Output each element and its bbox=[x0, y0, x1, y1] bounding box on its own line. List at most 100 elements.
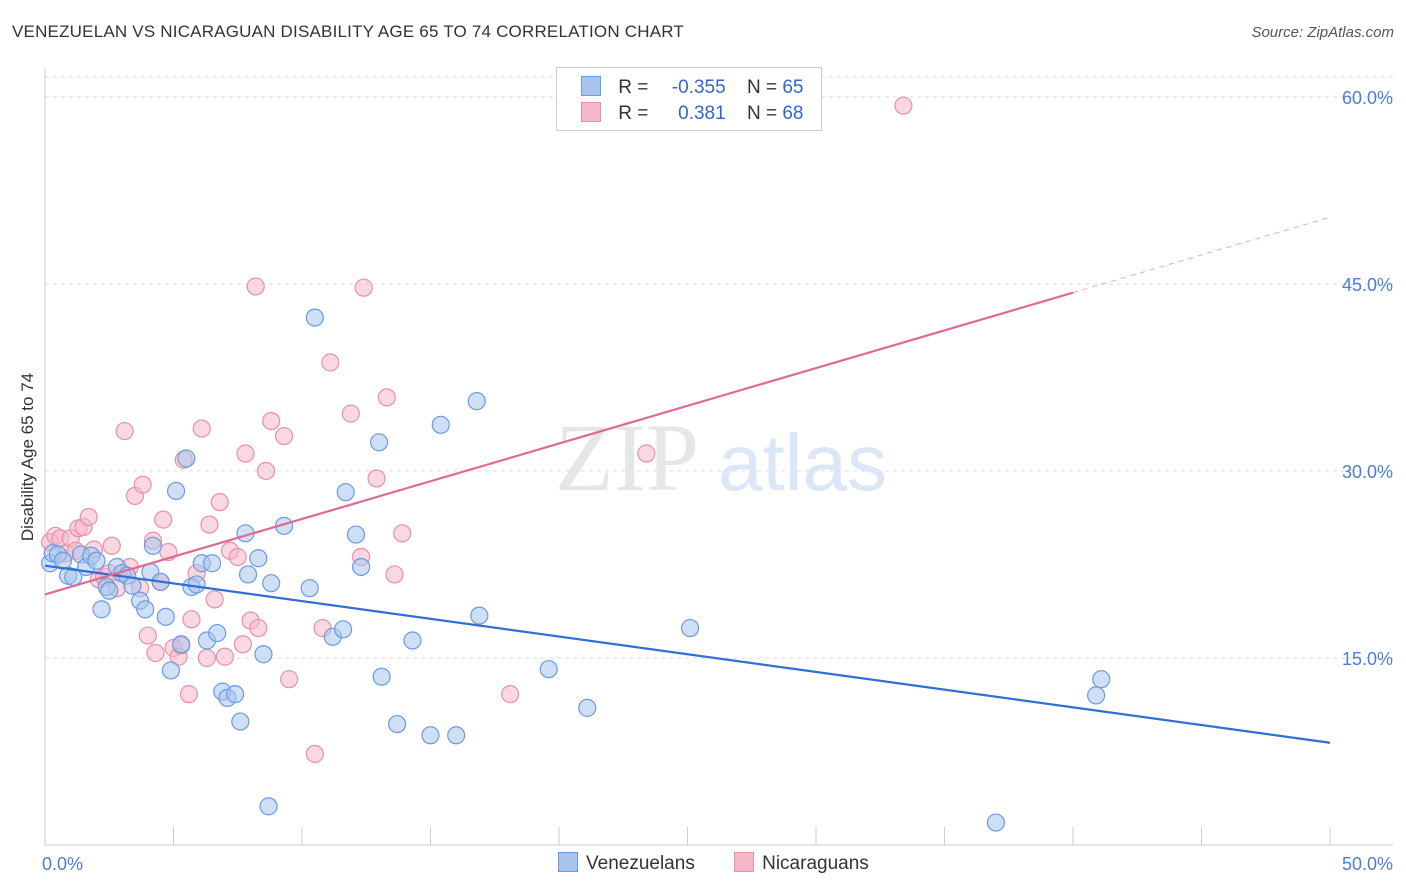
nicaraguan-point bbox=[179, 685, 199, 704]
venezuelan-point bbox=[87, 551, 106, 570]
nicaraguan-point bbox=[393, 524, 412, 543]
venezuelan-point bbox=[372, 667, 391, 686]
series-legend: Venezuelans Nicaraguans bbox=[558, 852, 903, 875]
nicaraguan-point bbox=[262, 411, 281, 431]
venezuelan-point bbox=[447, 726, 466, 745]
nicaraguan-point bbox=[205, 590, 224, 609]
nicaraguan-point bbox=[894, 96, 913, 115]
venezuelan-point bbox=[1087, 686, 1106, 705]
nicaraguan-point bbox=[501, 685, 520, 704]
venezuelan-point bbox=[172, 635, 191, 654]
nicaraguans-n-label: N = bbox=[746, 103, 778, 124]
venezuelan-points bbox=[41, 308, 1111, 832]
nicaraguan-point bbox=[385, 565, 404, 584]
nicaraguan-point bbox=[146, 643, 165, 663]
venezuelan-point bbox=[249, 549, 268, 568]
venezuelan-point bbox=[208, 623, 227, 643]
nicaraguan-point bbox=[637, 444, 656, 463]
venezuelan-point bbox=[336, 483, 355, 502]
venezuelan-point bbox=[231, 712, 250, 731]
stats-legend: R = -0.355 N = 65 R = 0.381 N = 68 bbox=[556, 67, 822, 131]
y-axis-label: Disability Age 65 to 74 bbox=[18, 373, 37, 541]
venezuelan-point bbox=[100, 581, 119, 600]
nicaraguan-point bbox=[233, 635, 252, 654]
nicaraguans-n-value: 68 bbox=[782, 103, 804, 124]
nicaraguan-point bbox=[305, 744, 324, 764]
source-label: Source: ZipAtlas.com bbox=[1251, 24, 1394, 41]
trend-line-nicaraguans bbox=[44, 291, 1074, 596]
legend-row-venezuelans: R = -0.355 N = 65 bbox=[581, 76, 803, 102]
nicaraguans-legend-label: Nicaraguans bbox=[762, 853, 869, 874]
nicaraguan-point bbox=[274, 426, 294, 446]
legend-row-nicaraguans: R = 0.381 N = 68 bbox=[581, 102, 803, 128]
nicaraguan-point bbox=[249, 618, 268, 638]
watermark-zip: ZIP bbox=[555, 404, 699, 511]
venezuelan-point bbox=[1092, 670, 1111, 689]
venezuelan-point bbox=[156, 607, 175, 626]
nicaraguan-point bbox=[102, 536, 121, 555]
venezuelans-n-value: 65 bbox=[782, 77, 804, 98]
watermark-atlas: atlas bbox=[718, 418, 887, 507]
venezuelan-point bbox=[305, 308, 324, 327]
venezuelans-r-value: -0.355 bbox=[671, 77, 726, 98]
chart-title: VENEZUELAN VS NICARAGUAN DISABILITY AGE … bbox=[12, 22, 684, 41]
nicaraguan-point bbox=[138, 626, 157, 645]
nicaraguan-point bbox=[154, 510, 173, 529]
nicaraguans-r-label: R = bbox=[618, 103, 649, 124]
nicaraguans-r-value: 0.381 bbox=[678, 103, 726, 124]
venezuelan-point bbox=[262, 574, 281, 593]
venezuelans-swatch bbox=[581, 76, 601, 96]
venezuelan-point bbox=[300, 579, 319, 598]
nicaraguans-swatch bbox=[581, 102, 601, 122]
watermark: ZIP atlas bbox=[555, 404, 887, 511]
venezuelans-r-label: R = bbox=[618, 77, 649, 98]
axes bbox=[44, 68, 1393, 846]
venezuelan-point bbox=[166, 481, 186, 501]
trend-line-venezuelans bbox=[44, 564, 1331, 744]
venezuelan-point bbox=[387, 714, 407, 734]
venezuelan-point bbox=[578, 698, 597, 717]
nicaraguan-point bbox=[341, 404, 360, 423]
y-tick-labels: 15.0% 30.0% 45.0% 60.0% bbox=[1342, 88, 1393, 669]
venezuelan-point bbox=[403, 631, 422, 650]
trend-extension-nicaraguans bbox=[1072, 216, 1331, 294]
y-tick-label: 30.0% bbox=[1342, 462, 1393, 482]
venezuelan-point bbox=[254, 645, 273, 664]
x-tick-label-min: 0.0% bbox=[42, 854, 83, 874]
nicaraguan-point bbox=[200, 515, 219, 534]
nicaraguan-point bbox=[197, 648, 217, 668]
venezuelan-point bbox=[346, 525, 366, 544]
nicaraguan-point bbox=[133, 475, 152, 494]
nicaraguan-point bbox=[256, 461, 276, 481]
nicaraguan-point bbox=[321, 353, 340, 372]
nicaraguans-legend-swatch bbox=[734, 852, 755, 872]
nicaraguan-point bbox=[228, 547, 247, 567]
venezuelan-point bbox=[470, 606, 489, 625]
venezuelan-point bbox=[539, 660, 558, 679]
venezuelan-point bbox=[202, 554, 222, 573]
nicaraguan-point bbox=[236, 444, 255, 463]
venezuelan-point bbox=[680, 618, 700, 638]
trend-lines bbox=[44, 216, 1331, 744]
venezuelan-point bbox=[421, 726, 440, 745]
legend-item-nicaraguans[interactable]: Nicaraguans bbox=[734, 852, 869, 875]
venezuelans-legend-label: Venezuelans bbox=[586, 853, 695, 874]
nicaraguan-point bbox=[377, 388, 396, 407]
venezuelan-point bbox=[431, 415, 450, 434]
venezuelan-point bbox=[187, 575, 206, 594]
nicaraguan-point bbox=[115, 421, 134, 441]
legend-item-venezuelans[interactable]: Venezuelans bbox=[558, 852, 695, 875]
venezuelans-n-label: N = bbox=[746, 77, 778, 98]
venezuelan-point bbox=[161, 661, 181, 680]
nicaraguan-point bbox=[79, 507, 98, 527]
venezuelan-point bbox=[986, 813, 1006, 832]
nicaraguan-point bbox=[182, 610, 201, 629]
nicaraguan-point bbox=[367, 469, 386, 488]
nicaraguan-point bbox=[280, 670, 299, 689]
venezuelan-point bbox=[226, 685, 245, 704]
y-tick-label: 60.0% bbox=[1342, 88, 1393, 108]
venezuelan-point bbox=[352, 557, 371, 577]
y-tick-label: 15.0% bbox=[1342, 649, 1393, 669]
nicaraguan-point bbox=[192, 419, 211, 438]
